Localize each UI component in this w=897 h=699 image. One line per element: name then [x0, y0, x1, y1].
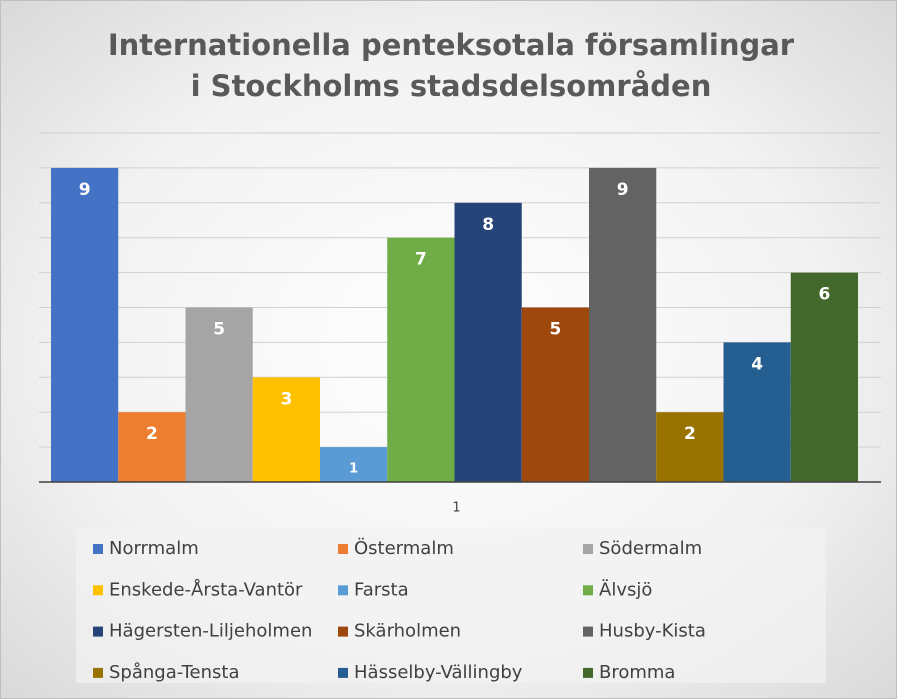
bar	[320, 447, 388, 482]
data-label: 2	[146, 424, 158, 444]
legend-label: Norrmalm	[109, 538, 199, 559]
bar	[589, 167, 657, 482]
legend-label: Älvsjö	[599, 579, 652, 600]
legend-label: Husby-Kista	[599, 621, 706, 642]
bar	[118, 412, 186, 482]
legend-swatch	[583, 626, 593, 637]
x-tick-label: 1	[452, 501, 460, 516]
legend-label: Spånga-Tensta	[109, 662, 239, 683]
bar	[656, 412, 724, 482]
legend-label: Hässelby-Vällingby	[354, 662, 523, 683]
data-label: 6	[818, 285, 830, 305]
legend-box	[76, 528, 826, 683]
data-label: 5	[213, 320, 225, 340]
bar	[185, 307, 253, 482]
bar	[387, 237, 455, 482]
chart-title: Internationella penteksotala församlinga…	[107, 28, 795, 103]
legend-label: Södermalm	[599, 538, 702, 559]
legend-swatch	[583, 544, 593, 554]
data-label: 9	[79, 180, 91, 200]
legend-swatch	[338, 667, 348, 678]
data-label: 9	[617, 180, 629, 200]
bar	[252, 377, 320, 482]
legend-label: Enskede-Årsta-Vantör	[109, 578, 303, 600]
bar	[790, 272, 858, 482]
legend-label: Hägersten-Liljeholmen	[109, 621, 312, 642]
legend-swatch	[93, 585, 103, 596]
data-label: 2	[684, 424, 696, 444]
data-label: 7	[415, 250, 427, 270]
legend-swatch	[338, 585, 348, 596]
bar	[454, 202, 522, 483]
legend-label: Farsta	[354, 579, 409, 600]
legend-swatch	[338, 544, 348, 554]
bar	[521, 307, 589, 482]
bar	[51, 167, 119, 482]
legend-swatch	[93, 667, 103, 678]
legend-swatch	[583, 667, 593, 678]
data-label: 4	[751, 354, 763, 374]
legend-swatch	[93, 544, 103, 554]
bar	[723, 342, 791, 482]
data-label: 8	[482, 215, 494, 235]
data-label: 5	[549, 320, 561, 340]
legend-label: Skärholmen	[354, 621, 461, 642]
legend-swatch	[338, 626, 348, 637]
legend-label: Östermalm	[354, 537, 454, 559]
data-label: 1	[349, 462, 358, 477]
legend-label: Bromma	[599, 662, 675, 683]
data-label: 3	[280, 389, 292, 409]
legend-swatch	[583, 585, 593, 596]
legend-swatch	[93, 626, 103, 637]
